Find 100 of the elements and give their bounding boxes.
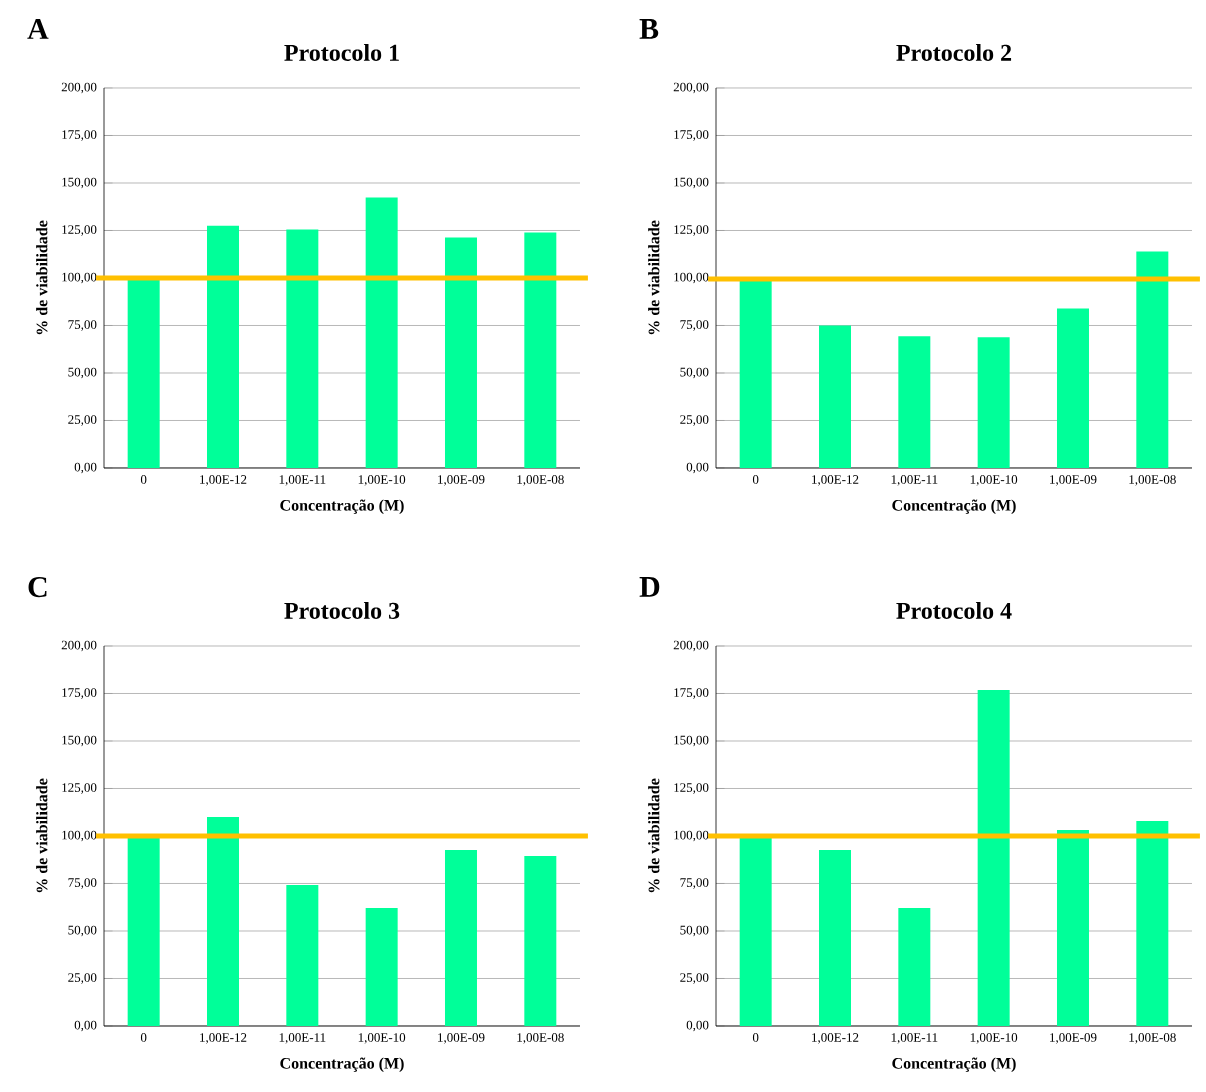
y-tick-label: 100,00 (62, 830, 97, 842)
y-tick-label: 200,00 (673, 82, 709, 94)
y-axis-title: % de viabilidade (36, 778, 48, 893)
y-tick-label: 0,00 (74, 1020, 97, 1032)
x-tick-label: 1,00E-11 (891, 475, 938, 486)
x-tick-label: 1,00E-09 (1050, 475, 1097, 486)
x-tick-label: 1,00E-09 (438, 1033, 485, 1044)
x-axis-title: Concentração (M) (280, 499, 404, 514)
chart-title: Protocolo 3 (284, 602, 400, 619)
x-tick-label: 0 (752, 475, 759, 484)
x-tick-label: 1,00E-10 (358, 1033, 406, 1044)
y-tick-label: 200,00 (673, 640, 709, 652)
y-tick-label: 175,00 (62, 688, 97, 699)
y-tick-label: 125,00 (62, 783, 97, 794)
x-tick-label: 1,00E-08 (1129, 1033, 1176, 1044)
x-tick-label: 1,00E-12 (200, 475, 247, 486)
bar (127, 277, 160, 468)
bar (819, 850, 851, 1026)
x-axis-title: Concentração (M) (892, 1057, 1016, 1072)
x-tick-label: 1,00E-08 (517, 475, 564, 486)
y-tick-label: 75,00 (680, 878, 709, 889)
y-tick-label: 50,00 (68, 367, 97, 379)
x-tick-label: 1,00E-12 (812, 475, 859, 486)
y-tick-label: 25,00 (680, 973, 709, 984)
bar (1136, 251, 1169, 468)
x-tick-label: 1,00E-10 (970, 475, 1018, 486)
bar (898, 908, 931, 1026)
x-tick-label: 1,00E-08 (517, 1033, 564, 1044)
y-tick-label: 50,00 (68, 925, 97, 937)
bar (127, 835, 160, 1026)
y-tick-label: 25,00 (680, 415, 709, 426)
x-axis-title: Concentração (M) (892, 499, 1016, 514)
text: B (639, 19, 659, 39)
x-tick-label: 0 (752, 1033, 759, 1042)
chart-title: Protocolo 1 (284, 44, 399, 61)
y-tick-label: 50,00 (680, 367, 709, 379)
y-tick-label: 150,00 (62, 735, 97, 747)
bar (524, 232, 557, 468)
bar (739, 280, 772, 468)
y-tick-label: 50,00 (680, 925, 709, 937)
bar (207, 225, 239, 468)
x-tick-label: 1,00E-12 (812, 1033, 859, 1044)
y-tick-label: 150,00 (674, 735, 709, 747)
bar (1056, 308, 1089, 468)
text: A (27, 19, 49, 39)
y-tick-label: 100,00 (674, 830, 709, 842)
x-tick-label: 1,00E-09 (1050, 1033, 1097, 1044)
text: D (639, 577, 660, 597)
bar (819, 325, 851, 468)
y-tick-label: 125,00 (674, 783, 709, 794)
bar (977, 690, 1010, 1026)
bar (1136, 820, 1169, 1026)
bar (286, 229, 319, 468)
bar (365, 197, 398, 468)
y-tick-label: 75,00 (68, 320, 97, 331)
x-tick-label: 0 (140, 475, 147, 484)
text: C (28, 577, 47, 598)
y-tick-label: 25,00 (68, 415, 97, 426)
y-tick-label: 175,00 (674, 688, 709, 699)
bar (739, 835, 772, 1026)
x-tick-label: 1,00E-11 (279, 475, 326, 486)
y-tick-label: 150,00 (674, 177, 709, 189)
bar (898, 336, 931, 468)
x-tick-label: 1,00E-09 (438, 475, 485, 486)
x-tick-label: 1,00E-11 (891, 1033, 938, 1044)
chart-title: Protocolo 4 (896, 602, 1012, 619)
y-tick-label: 75,00 (680, 320, 709, 331)
y-tick-label: 25,00 (68, 973, 97, 984)
x-tick-label: 1,00E-08 (1129, 475, 1176, 486)
x-tick-label: 1,00E-11 (279, 1033, 326, 1044)
bar (286, 885, 319, 1026)
y-axis-title: % de viabilidade (648, 220, 660, 335)
x-tick-label: 0 (140, 1033, 147, 1042)
y-tick-label: 0,00 (686, 1020, 709, 1032)
y-tick-label: 200,00 (61, 82, 97, 94)
chart-title: Protocolo 2 (896, 44, 1012, 61)
x-tick-label: 1,00E-10 (358, 475, 406, 486)
y-tick-label: 125,00 (674, 225, 709, 236)
bar (1056, 829, 1089, 1026)
bar (444, 237, 477, 468)
y-axis-title: % de viabilidade (36, 220, 48, 335)
x-tick-label: 1,00E-10 (970, 1033, 1018, 1044)
y-axis-title: % de viabilidade (648, 778, 660, 893)
bar (365, 908, 398, 1026)
y-tick-label: 100,00 (62, 272, 97, 284)
bar (524, 855, 557, 1026)
y-tick-label: 0,00 (74, 462, 97, 474)
bar (207, 816, 239, 1026)
y-tick-label: 200,00 (61, 640, 97, 652)
y-tick-label: 150,00 (62, 177, 97, 189)
y-tick-label: 175,00 (62, 130, 97, 141)
y-tick-label: 100,00 (674, 272, 709, 284)
y-tick-label: 125,00 (62, 225, 97, 236)
y-tick-label: 0,00 (686, 462, 709, 474)
x-tick-label: 1,00E-12 (200, 1033, 247, 1044)
bar (444, 850, 477, 1026)
y-tick-label: 175,00 (674, 130, 709, 141)
bar (977, 337, 1010, 468)
x-axis-title: Concentração (M) (280, 1057, 404, 1072)
y-tick-label: 75,00 (68, 878, 97, 889)
